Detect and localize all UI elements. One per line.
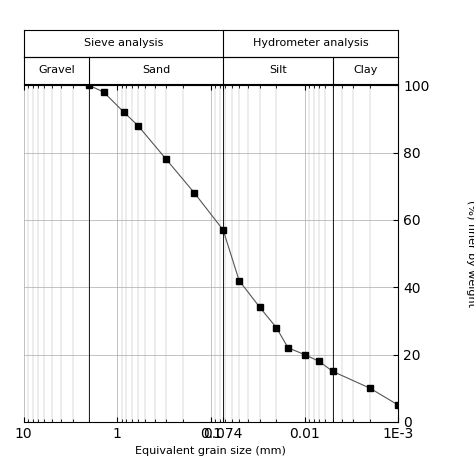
- Text: Hydrometer analysis: Hydrometer analysis: [253, 38, 368, 48]
- Text: Gravel: Gravel: [38, 65, 75, 75]
- X-axis label: Equivalent grain size (mm): Equivalent grain size (mm): [136, 447, 286, 456]
- Y-axis label: (%) finer by weight: (%) finer by weight: [466, 200, 474, 307]
- Text: Sieve analysis: Sieve analysis: [84, 38, 163, 48]
- Text: Clay: Clay: [353, 65, 378, 75]
- Text: Silt: Silt: [269, 65, 287, 75]
- Text: Sand: Sand: [142, 65, 170, 75]
